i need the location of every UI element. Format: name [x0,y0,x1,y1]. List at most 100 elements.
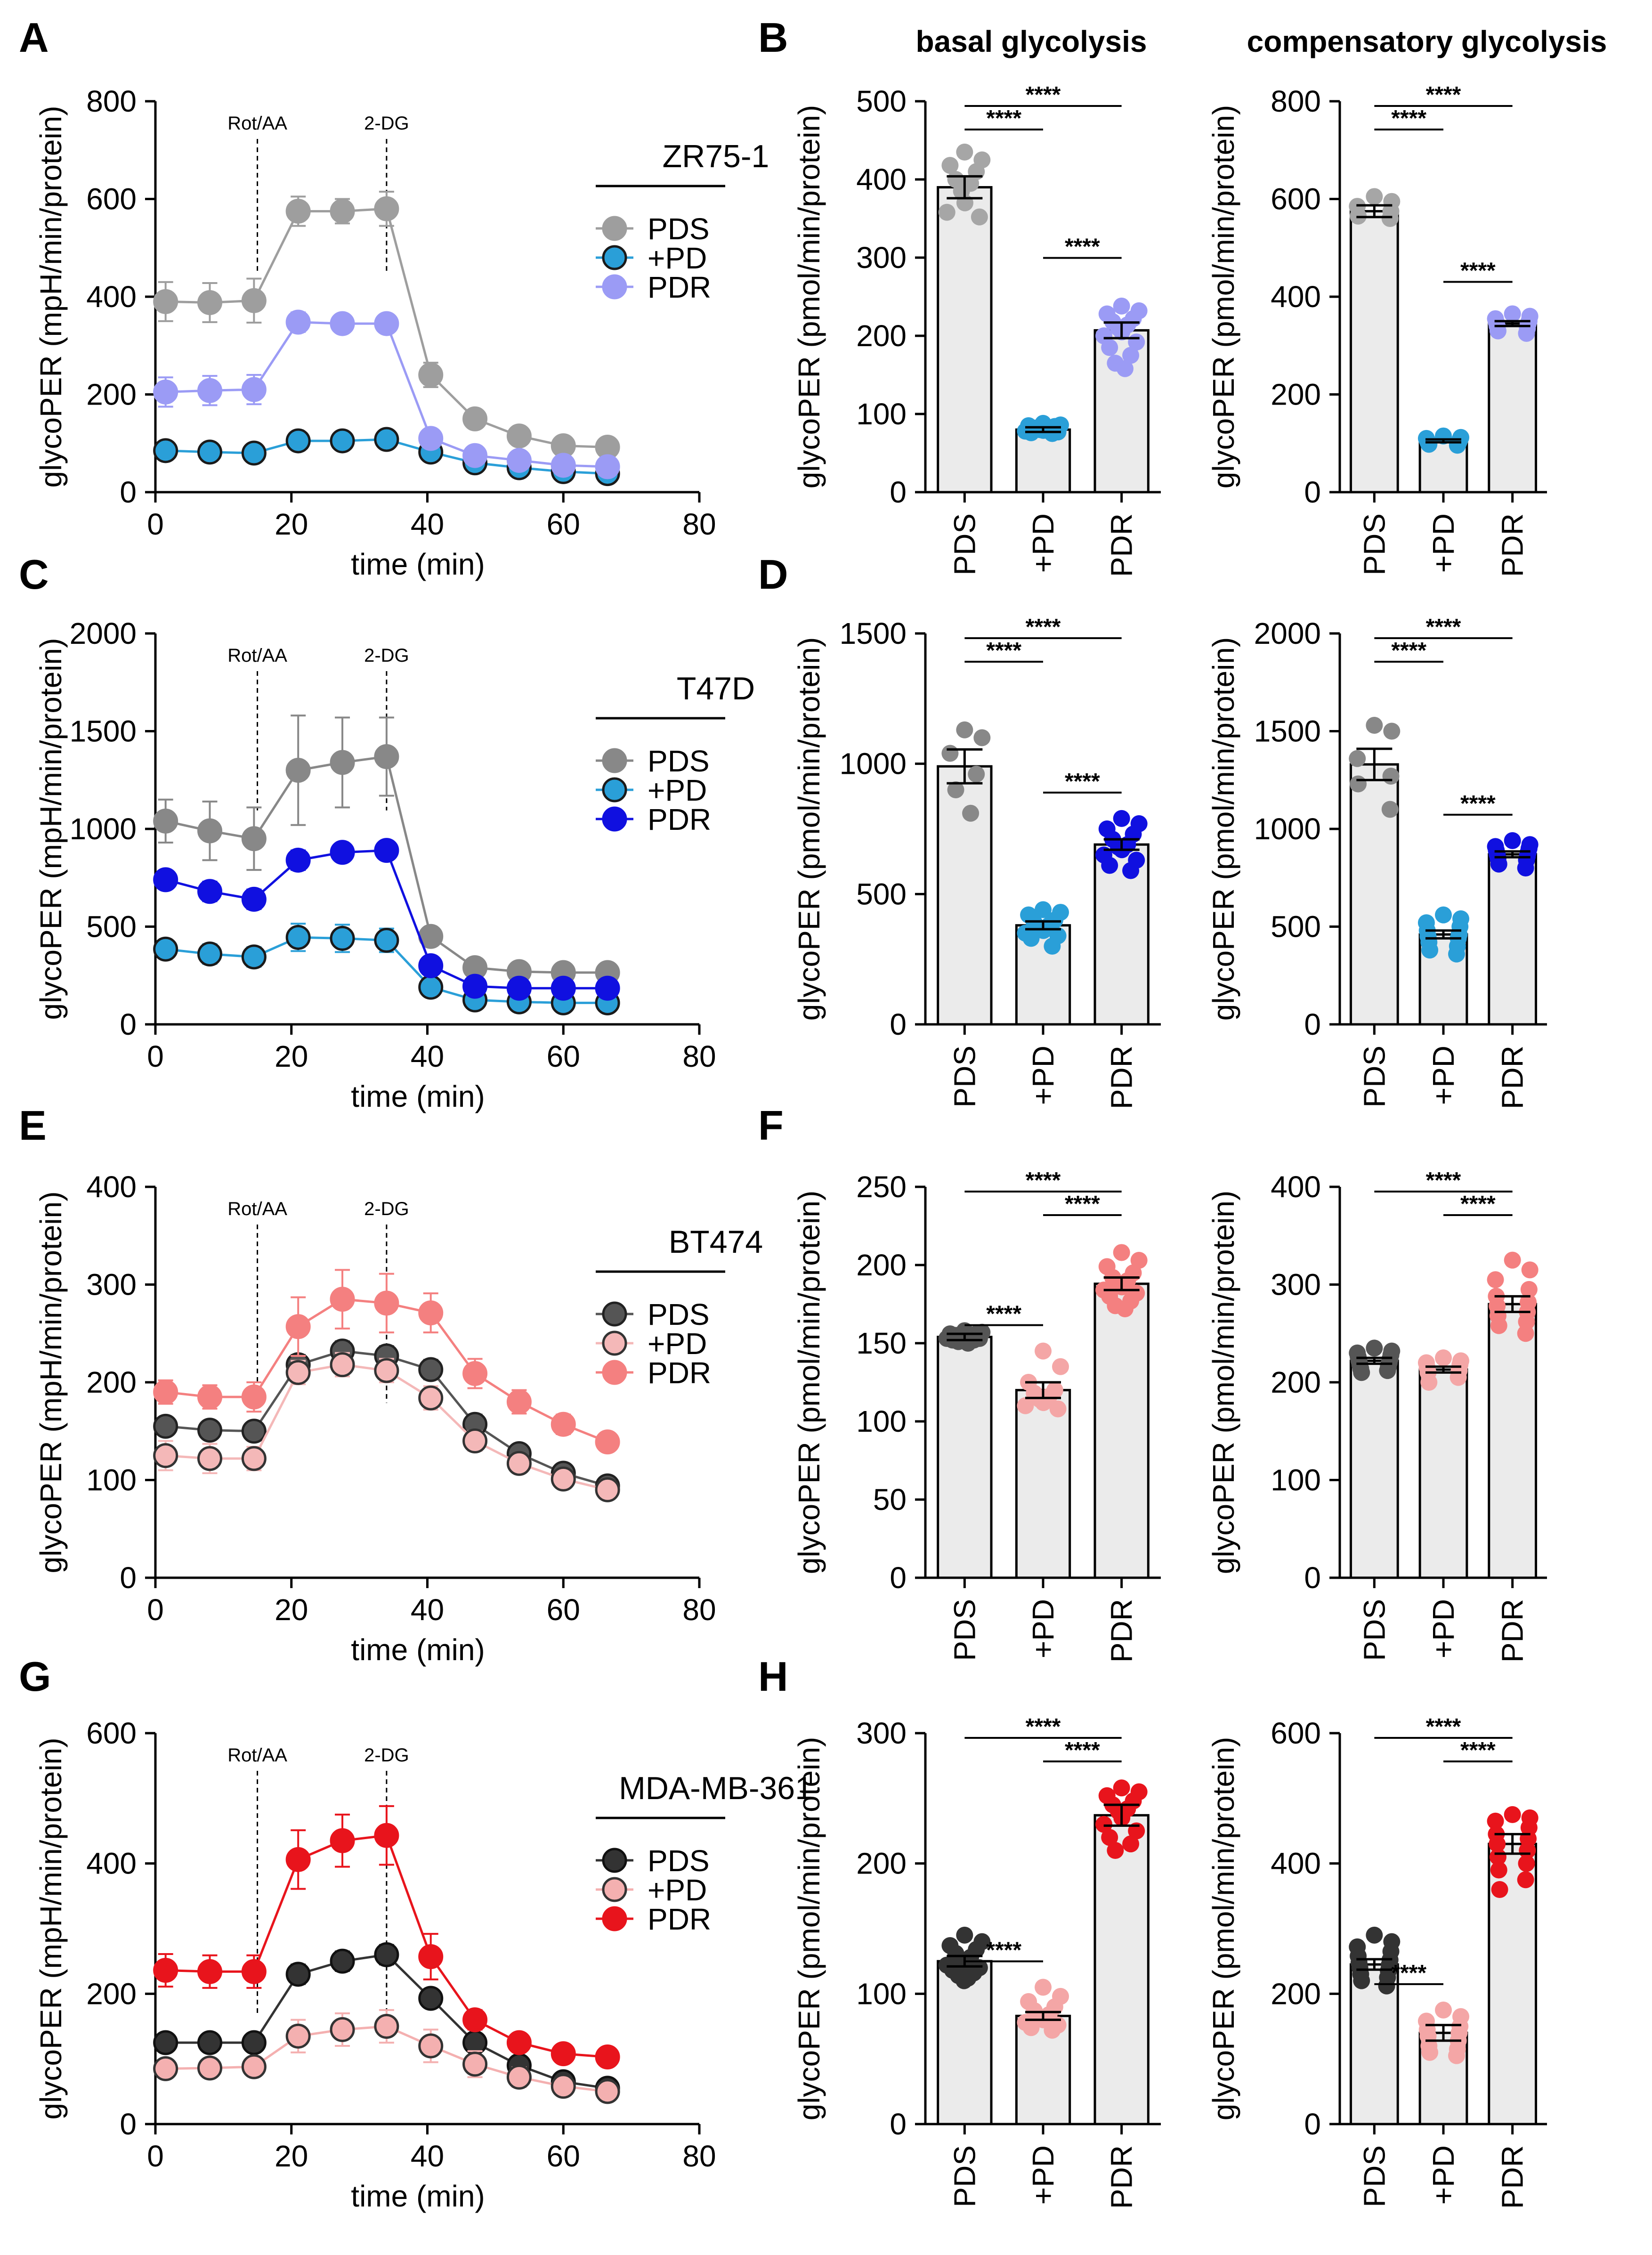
data-point [374,1823,399,1848]
data-point [197,879,222,904]
bar-point [1116,360,1134,377]
bar-chart-D-1: 0 500 1000 1500 2000 glycoPER (pmol/min/prote… [1207,615,1547,1109]
data-point [506,1389,532,1414]
data-point [285,1962,311,1987]
series-PDR [153,1269,620,1455]
bar [1349,1359,1399,1579]
x-tick-label: 40 [411,1039,444,1073]
legend-marker [602,1906,627,1931]
bar-point [1420,1374,1438,1391]
bar-point [941,745,959,762]
data-point [330,750,355,775]
y-tick-label: 0 [120,1007,137,1041]
bar-point [1353,1972,1370,1989]
data-point [241,1446,267,1471]
data-point [506,2030,532,2055]
y-tick-label: 200 [1271,378,1321,412]
y-tick-label: 2000 [1254,616,1321,650]
data-point [418,1357,444,1382]
bar-point [1517,860,1534,876]
data-point [551,1466,576,1492]
y-tick-label: 600 [86,182,137,216]
bar-chart-H-1: 0 200 400 600 glycoPER (pmol/min/protein) PDS… [1207,1714,1547,2209]
x-tick-label: 40 [411,2139,444,2173]
x-axis-label: time (min) [351,547,485,581]
data-point [330,1287,355,1312]
x-tick-label: 80 [682,1039,716,1073]
injection-label: Rot/AA [227,1745,287,1766]
x-tick-label: 0 [147,2139,164,2173]
significance-label: **** [1460,1192,1496,1217]
data-point [153,2030,178,2055]
bar-point [1517,1325,1534,1342]
data-point [595,975,620,1001]
y-tick-label: 400 [856,162,907,196]
x-axis-label: time (min) [351,1633,485,1667]
bar-point [1113,297,1130,315]
x-tick-label: +PD [1426,1046,1460,1105]
significance-label: **** [1426,615,1461,640]
line-chart-C: 0 500 1000 1500 2000 0 20 40 60 80 time (min) glyco… [34,616,755,1113]
x-tick-label: 20 [275,1039,308,1073]
legend-label: PDS [648,1298,710,1331]
data-point [374,2014,399,2039]
bar-point [1421,2044,1439,2061]
data-point [418,1385,444,1411]
bar-point [1504,1806,1521,1823]
y-tick-label: 500 [856,877,907,911]
bar [1349,210,1399,494]
y-tick-label: 400 [86,280,137,314]
data-point [418,1300,444,1326]
panel-letter: H [758,1653,788,1700]
bar [937,765,993,1026]
significance-label: **** [986,1302,1021,1327]
bar-point [956,1972,973,1989]
data-point [285,847,311,873]
data-point [462,2007,488,2033]
x-tick-label: PDR [1496,513,1530,577]
data-point [197,1959,222,1984]
legend-label: PDR [648,1902,711,1936]
data-point [418,1986,444,2011]
data-point [462,443,488,468]
data-point [197,1446,222,1471]
series-PDR [153,1805,620,2070]
data-point [241,886,267,912]
bar-point [1435,906,1452,924]
data-point [330,2017,355,2042]
significance-label: **** [1026,615,1061,640]
data-point [374,744,399,769]
injection-label: Rot/AA [227,645,287,666]
data-point [551,2074,576,2099]
significance-label: **** [1460,791,1496,816]
x-tick-label: PDS [1357,1599,1391,1661]
y-tick-label: 200 [86,378,137,412]
line-chart-G: 0 200 400 600 0 20 40 60 80 time (min) glycoPER (m… [34,1716,813,2213]
significance-label: **** [1391,638,1426,663]
bar-point [1504,1251,1521,1269]
bar-point [971,208,988,226]
legend-label: PDR [648,1356,711,1390]
panel-letter: G [19,1653,51,1700]
data-point [153,867,178,892]
legend-label: +PD [648,773,707,807]
y-tick-label: 400 [86,1847,137,1881]
series-+PD [153,1352,620,1502]
significance-label: **** [1460,1738,1496,1763]
legend-marker [602,1301,627,1327]
header-compensatory-glycolysis: compensatory glycolysis [1247,24,1607,58]
significance-label: **** [1426,1714,1461,1739]
legend-label: PDS [648,212,710,246]
legend-label: PDR [648,803,711,836]
legend-marker [602,1330,627,1356]
significance-label: **** [1065,235,1100,260]
bar-point [1035,1979,1052,1996]
x-tick-label: PDR [1105,1599,1139,1663]
bar-point [959,1335,977,1352]
y-tick-label: 300 [856,1716,907,1750]
bar-point [968,765,985,783]
data-point [153,1443,178,1468]
y-tick-label: 1000 [840,747,907,781]
bar-point [1487,1271,1504,1289]
